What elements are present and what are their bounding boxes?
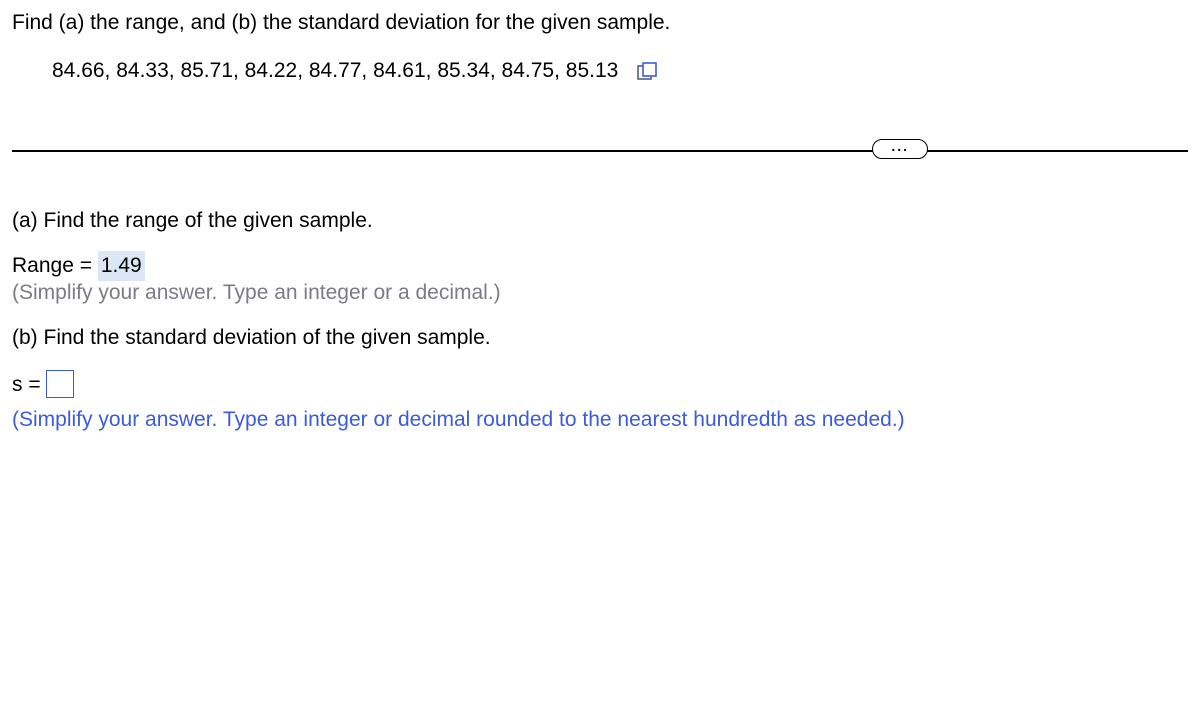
part-b: (b) Find the standard deviation of the g… <box>12 323 1188 352</box>
horizontal-rule <box>12 150 1188 152</box>
more-options-button[interactable]: ... <box>872 139 928 159</box>
part-a-answer[interactable]: 1.49 <box>98 251 145 280</box>
part-b-prefix: s = <box>12 373 46 396</box>
copy-data-icon[interactable] <box>636 62 658 82</box>
part-b-answer-input[interactable] <box>46 370 74 398</box>
data-values-row: 84.66, 84.33, 85.71, 84.22, 84.77, 84.61… <box>12 59 1188 83</box>
part-a-prefix: Range = <box>12 254 98 277</box>
part-b-hint: (Simplify your answer. Type an integer o… <box>12 408 1188 432</box>
part-b-answer-row: s = <box>12 370 1188 399</box>
part-a-label: (a) Find the range of the given sample. <box>12 209 1188 233</box>
divider: ... <box>12 139 1188 163</box>
part-a-hint: (Simplify your answer. Type an integer o… <box>12 281 1188 305</box>
part-a-answer-row: Range = 1.49 <box>12 251 1188 280</box>
question-prompt: Find (a) the range, and (b) the standard… <box>12 8 1188 37</box>
more-dots-icon: ... <box>891 138 909 154</box>
part-b-label: (b) Find the standard deviation of the g… <box>12 323 1188 352</box>
data-values: 84.66, 84.33, 85.71, 84.22, 84.77, 84.61… <box>52 59 618 82</box>
part-a: (a) Find the range of the given sample. … <box>12 209 1188 304</box>
